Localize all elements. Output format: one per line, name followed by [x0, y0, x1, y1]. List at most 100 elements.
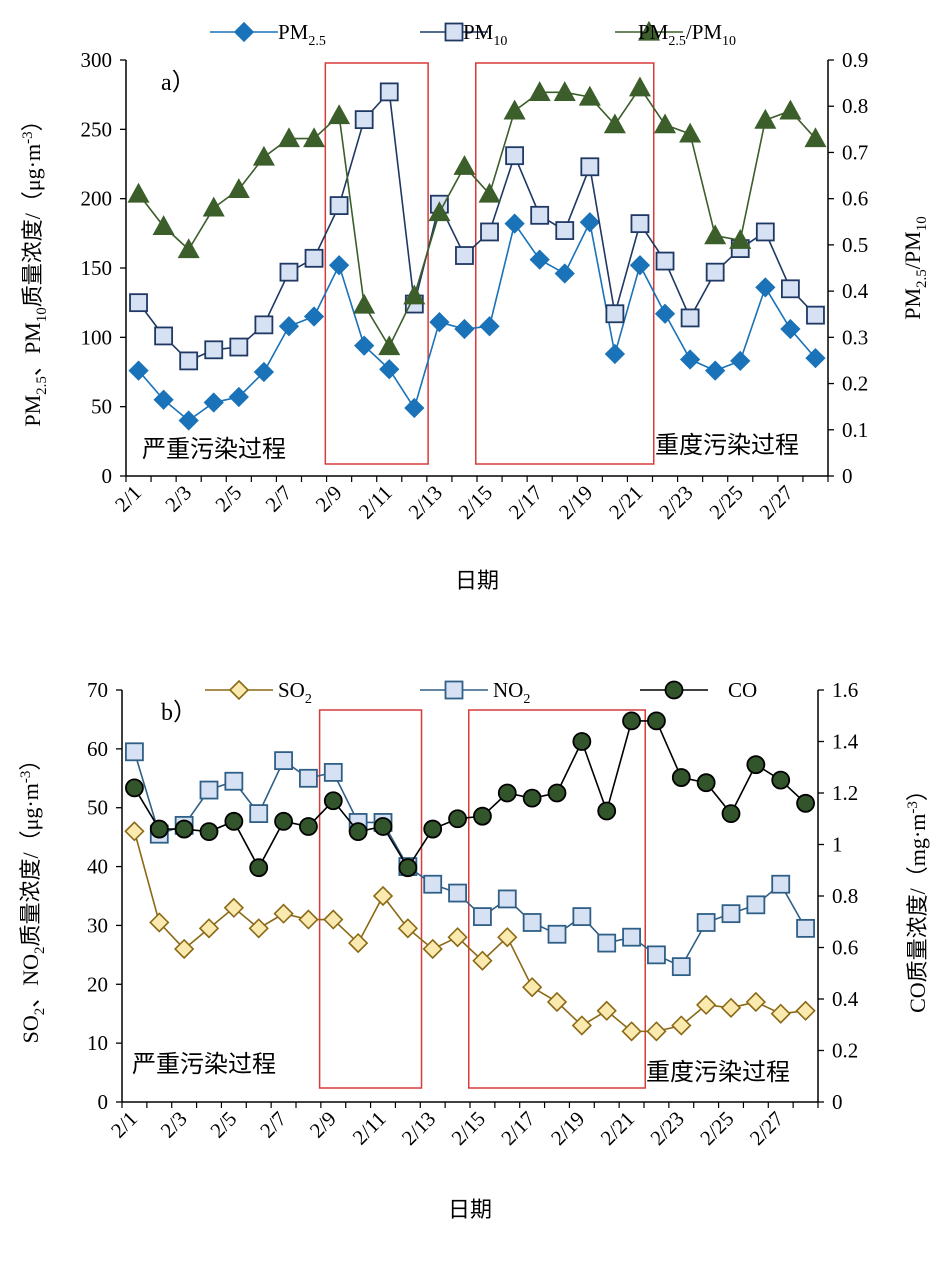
data-point: [629, 255, 651, 276]
data-point: [578, 85, 601, 106]
data-point: [125, 742, 144, 762]
x-tick-label: 2/13: [404, 481, 447, 524]
data-point: [771, 874, 791, 894]
x-tick-label: 2/9: [305, 1107, 341, 1143]
legend-label: PM2.5/PM10: [638, 20, 736, 49]
data-point: [199, 780, 219, 800]
y-tick-label-left: 0: [98, 1090, 109, 1114]
data-point: [274, 751, 293, 771]
data-point: [529, 249, 550, 270]
data-point: [323, 909, 344, 930]
data-point: [328, 104, 351, 125]
data-point: [453, 155, 476, 175]
y-tick-label-left: 250: [81, 117, 113, 141]
series-pm25pm10: [127, 76, 827, 356]
data-point: [153, 389, 174, 410]
data-point: [597, 933, 617, 953]
data-point: [373, 817, 393, 836]
annotation-severe-pollution: 严重污染过程: [132, 1051, 276, 1078]
data-point: [224, 811, 244, 831]
series-so2: [124, 821, 816, 1042]
data-point: [622, 927, 641, 947]
legend-label: PM2.5: [278, 20, 326, 49]
highlight-box-heavy: [474, 62, 655, 465]
data-point: [755, 222, 775, 242]
data-point: [746, 755, 766, 775]
data-point: [780, 318, 801, 340]
data-point: [721, 804, 741, 823]
series-line: [137, 219, 817, 422]
legend-item: PM10: [420, 20, 507, 49]
data-point: [448, 883, 467, 903]
data-point: [796, 918, 815, 938]
data-point: [671, 957, 691, 977]
data-point: [771, 770, 791, 790]
data-point: [671, 1015, 692, 1036]
data-point: [429, 311, 450, 333]
data-point: [278, 316, 300, 337]
data-point: [204, 340, 224, 360]
data-point: [274, 811, 293, 831]
data-point: [303, 127, 326, 148]
legend-marker: [233, 21, 255, 43]
data-point: [647, 945, 666, 965]
data-point: [372, 885, 394, 907]
data-point: [522, 913, 542, 932]
x-tick-label: 2/3: [160, 481, 196, 517]
data-point: [780, 279, 800, 299]
legend-label: CO: [728, 678, 757, 702]
data-point: [671, 768, 691, 787]
data-point: [149, 819, 169, 839]
y-tick-label-right: 0.3: [842, 325, 868, 349]
data-point: [805, 348, 826, 369]
data-point: [154, 326, 174, 346]
y-tick-label-left: 30: [87, 913, 108, 937]
annotation-severe-pollution: 严重污染过程: [142, 436, 286, 463]
data-point: [547, 783, 567, 803]
data-point: [178, 410, 199, 431]
data-point: [473, 907, 492, 926]
legend-marker: [664, 680, 684, 700]
data-point: [720, 997, 742, 1018]
x-tick-label: 2/15: [454, 481, 497, 524]
panel-label: b）: [161, 700, 197, 726]
data-point: [696, 773, 716, 793]
data-point: [298, 909, 319, 930]
x-tick-label: 2/23: [645, 1107, 688, 1150]
data-point: [572, 907, 592, 926]
data-point: [530, 205, 550, 225]
data-point: [647, 711, 666, 731]
data-point: [528, 81, 551, 101]
data-point: [248, 918, 269, 939]
data-point: [229, 337, 249, 357]
data-point: [304, 248, 324, 268]
data-point: [770, 1003, 791, 1024]
data-point: [555, 221, 575, 240]
data-point: [497, 889, 517, 909]
x-tick-label: 2/25: [695, 1107, 738, 1150]
y-axis-title-left: SO2、NO2质量浓度/（μg·m-3）: [18, 749, 48, 1044]
data-point: [323, 763, 343, 782]
data-point: [398, 858, 418, 878]
data-point: [279, 262, 299, 282]
x-tick-label: 2/9: [311, 481, 347, 517]
series-line: [133, 720, 807, 870]
data-point: [472, 950, 493, 971]
legend-marker: [228, 679, 250, 701]
y-tick-label-right: 0.5: [842, 233, 868, 257]
data-point: [152, 215, 175, 235]
data-point: [252, 145, 275, 166]
series-co: [125, 711, 815, 878]
data-point: [721, 904, 741, 924]
series-line: [137, 86, 817, 349]
y-tick-label-right: 0.7: [842, 140, 868, 164]
y-tick-label-left: 0: [102, 464, 113, 488]
x-tick-label: 2/21: [604, 481, 647, 524]
legend-item: PM2.5/PM10: [615, 20, 736, 49]
series-no2: [125, 742, 815, 977]
data-point: [328, 255, 350, 276]
data-point: [696, 913, 716, 932]
data-point: [497, 927, 518, 948]
y-tick-label-right: 1.4: [832, 730, 859, 754]
y-tick-label-right: 0.6: [842, 187, 868, 211]
